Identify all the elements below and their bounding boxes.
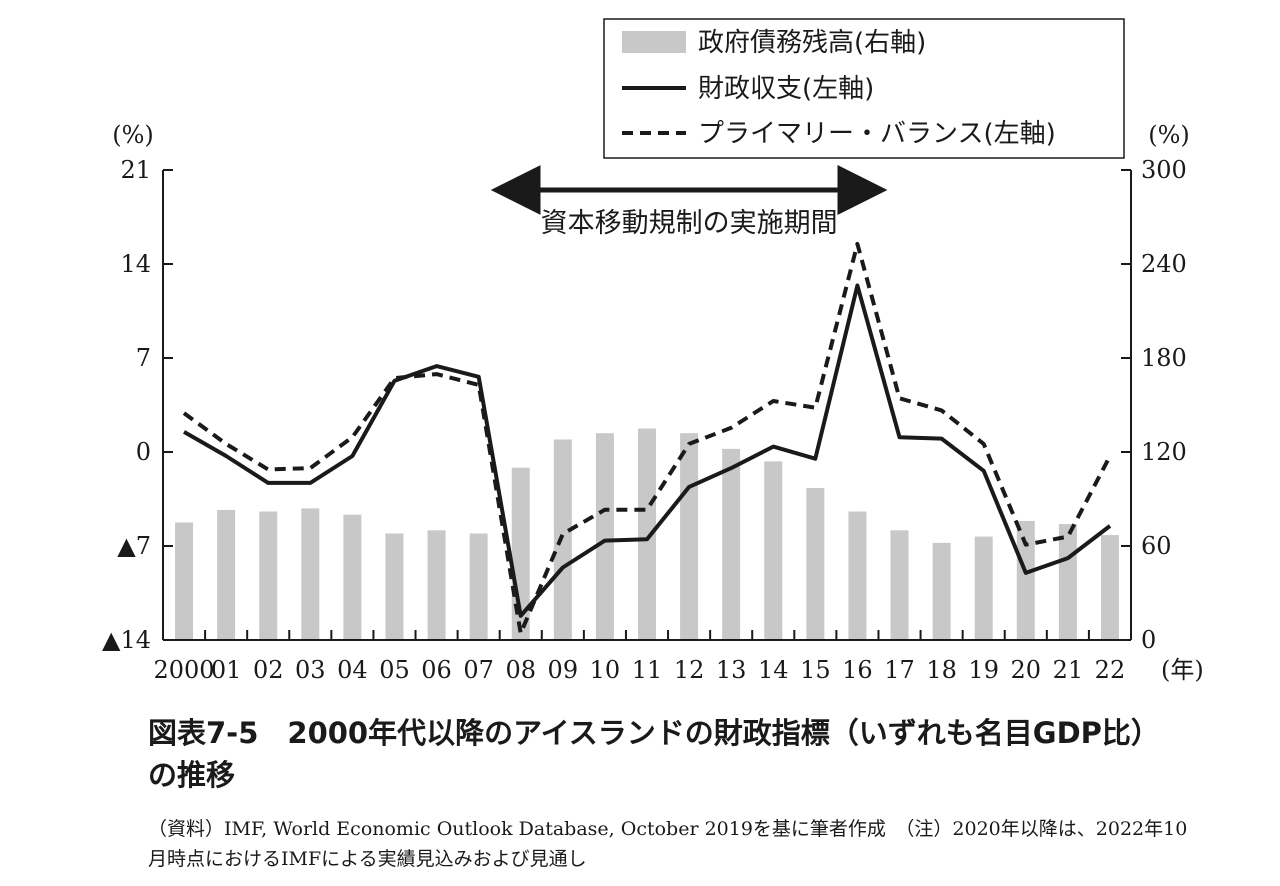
left-tick-label: 21 (120, 156, 151, 184)
debt-bar (722, 448, 741, 640)
legend-label: 政府債務残高(右軸) (698, 28, 926, 58)
x-axis-unit: (年) (1161, 656, 1204, 684)
debt-bar (1058, 524, 1077, 640)
debt-bar (680, 433, 699, 640)
debt-bar (974, 536, 993, 640)
debt-bar (848, 511, 867, 640)
left-tick-label: ▲14 (102, 626, 151, 654)
x-tick-label: 18 (926, 656, 957, 684)
x-tick-label: 08 (505, 656, 536, 684)
debt-bar (764, 461, 783, 640)
fiscal-balance-line (183, 283, 1112, 618)
legend-swatch-debt (622, 31, 686, 53)
right-tick-label: 120 (1141, 438, 1187, 466)
debt-bar (638, 428, 656, 640)
debt-bar (343, 514, 362, 640)
x-tick-label: 14 (758, 656, 789, 684)
x-tick-label: 05 (379, 656, 410, 684)
right-tick-label: 60 (1141, 532, 1172, 560)
debt-bar (806, 488, 825, 640)
debt-bar (259, 511, 278, 640)
x-tick-label: 13 (716, 656, 747, 684)
debt-bar (469, 533, 488, 640)
right-tick-label: 0 (1141, 626, 1156, 654)
left-tick-label: 7 (136, 344, 151, 372)
debt-bar (595, 433, 614, 640)
left-tick-label: 0 (136, 438, 151, 466)
left-axis-unit: (%) (112, 121, 154, 149)
x-tick-label: 17 (884, 656, 915, 684)
x-tick-label: 02 (253, 656, 284, 684)
line-series-group (182, 241, 1112, 636)
left-tick-label: ▲7 (117, 532, 151, 560)
legend-box (603, 18, 1125, 159)
right-axis-unit: (%) (1148, 121, 1190, 149)
x-tick-label: 20 (1011, 656, 1042, 684)
legend: 政府債務残高(右軸) 財政収支(左軸) プライマリー・バランス(左軸) (603, 18, 1125, 159)
x-tick-label: 22 (1095, 656, 1126, 684)
debt-bar (890, 530, 909, 640)
x-tick-label: 09 (548, 656, 579, 684)
debt-bar (217, 509, 236, 640)
x-tick-label: 2000 (154, 656, 215, 684)
annotation-group: 資本移動規制の実施期間 (490, 165, 888, 239)
x-tick-label: 21 (1053, 656, 1084, 684)
x-tick-label: 11 (632, 656, 663, 684)
x-tick-label: 16 (842, 656, 873, 684)
left-tick-label: 14 (120, 250, 151, 278)
debt-bar (1100, 535, 1119, 640)
figure-title: 図表7-5 2000年代以降のアイスランドの財政指標（いずれも名目GDP比）の推… (148, 716, 1160, 792)
legend-label: 財政収支(左軸) (698, 74, 874, 104)
figure-source-note: （資料）IMF, World Economic Outlook Database… (148, 818, 1188, 870)
right-tick-label: 180 (1141, 344, 1187, 372)
debt-bar (385, 533, 404, 640)
debt-bar (301, 508, 320, 640)
debt-bar (175, 522, 194, 640)
debt-bar (932, 542, 951, 640)
right-tick-label: 240 (1141, 250, 1187, 278)
x-tick-label: 06 (421, 656, 452, 684)
debt-bar (1016, 520, 1035, 640)
x-tick-label: 01 (211, 656, 242, 684)
x-tick-label: 04 (337, 656, 368, 684)
primary-balance-line (182, 241, 1112, 636)
right-tick-label: 300 (1141, 156, 1187, 184)
period-label: 資本移動規制の実施期間 (541, 208, 838, 239)
x-tick-label: 19 (968, 656, 999, 684)
legend-label: プライマリー・バランス(左軸) (698, 119, 1056, 149)
x-tick-label: 12 (674, 656, 705, 684)
debt-bar (553, 439, 572, 640)
x-tick-label: 03 (295, 656, 326, 684)
x-tick-label: 10 (590, 656, 621, 684)
bar-series-group (175, 428, 1119, 640)
x-tick-label: 15 (800, 656, 831, 684)
debt-bar (427, 530, 446, 640)
x-tick-label: 07 (463, 656, 494, 684)
